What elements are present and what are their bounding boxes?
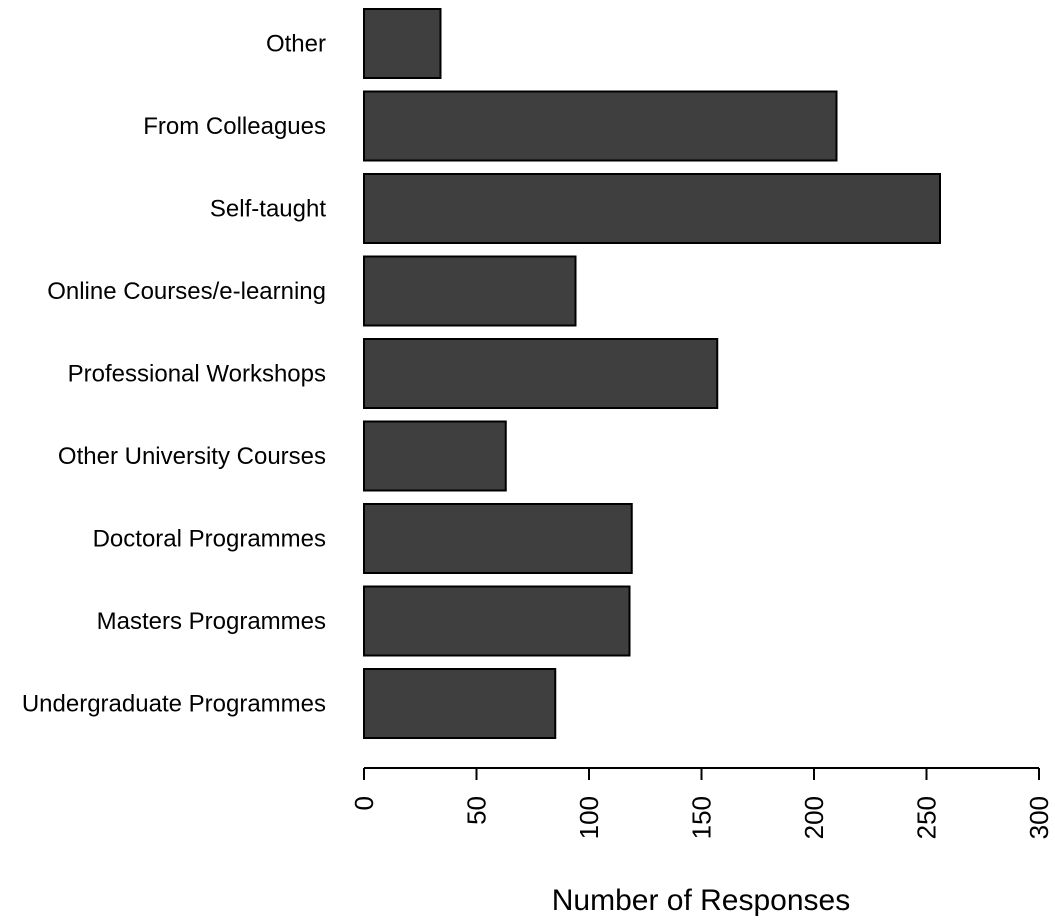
category-labels: Undergraduate Programmes Masters Programm… xyxy=(22,31,326,718)
category-label: Professional Workshops xyxy=(68,361,326,388)
x-axis: 0 50 100 150 200 250 300 xyxy=(349,767,1054,839)
category-label: Online Courses/e-learning xyxy=(47,278,326,305)
x-tick-label: 300 xyxy=(1024,796,1054,839)
category-label: Undergraduate Programmes xyxy=(22,691,326,718)
category-label: From Colleagues xyxy=(143,113,326,140)
x-tick-label: 50 xyxy=(462,796,492,825)
bar-other xyxy=(363,8,442,79)
bar-self-taught xyxy=(363,173,941,244)
bar-professional-workshops xyxy=(363,338,719,409)
x-tick-label: 100 xyxy=(574,796,604,839)
bars xyxy=(363,8,941,739)
category-label: Self-taught xyxy=(210,196,326,223)
bar-masters-programmes xyxy=(363,585,631,657)
category-label: Masters Programmes xyxy=(97,608,326,635)
bar-other-university-courses xyxy=(363,420,507,492)
bar-from-colleagues xyxy=(363,90,838,162)
x-tick-label: 0 xyxy=(349,796,379,810)
x-tick-label: 250 xyxy=(912,796,942,839)
x-tick-label: 150 xyxy=(687,796,717,839)
bar-undergraduate-programmes xyxy=(363,668,557,739)
x-tick-label: 200 xyxy=(799,796,829,839)
bar-doctoral-programmes xyxy=(363,503,633,574)
category-label: Other University Courses xyxy=(58,443,326,470)
category-label: Doctoral Programmes xyxy=(93,526,326,553)
x-axis-title: Number of Responses xyxy=(552,884,850,917)
category-label: Other xyxy=(266,31,326,58)
bar-online-courses-e-learning xyxy=(363,255,577,327)
